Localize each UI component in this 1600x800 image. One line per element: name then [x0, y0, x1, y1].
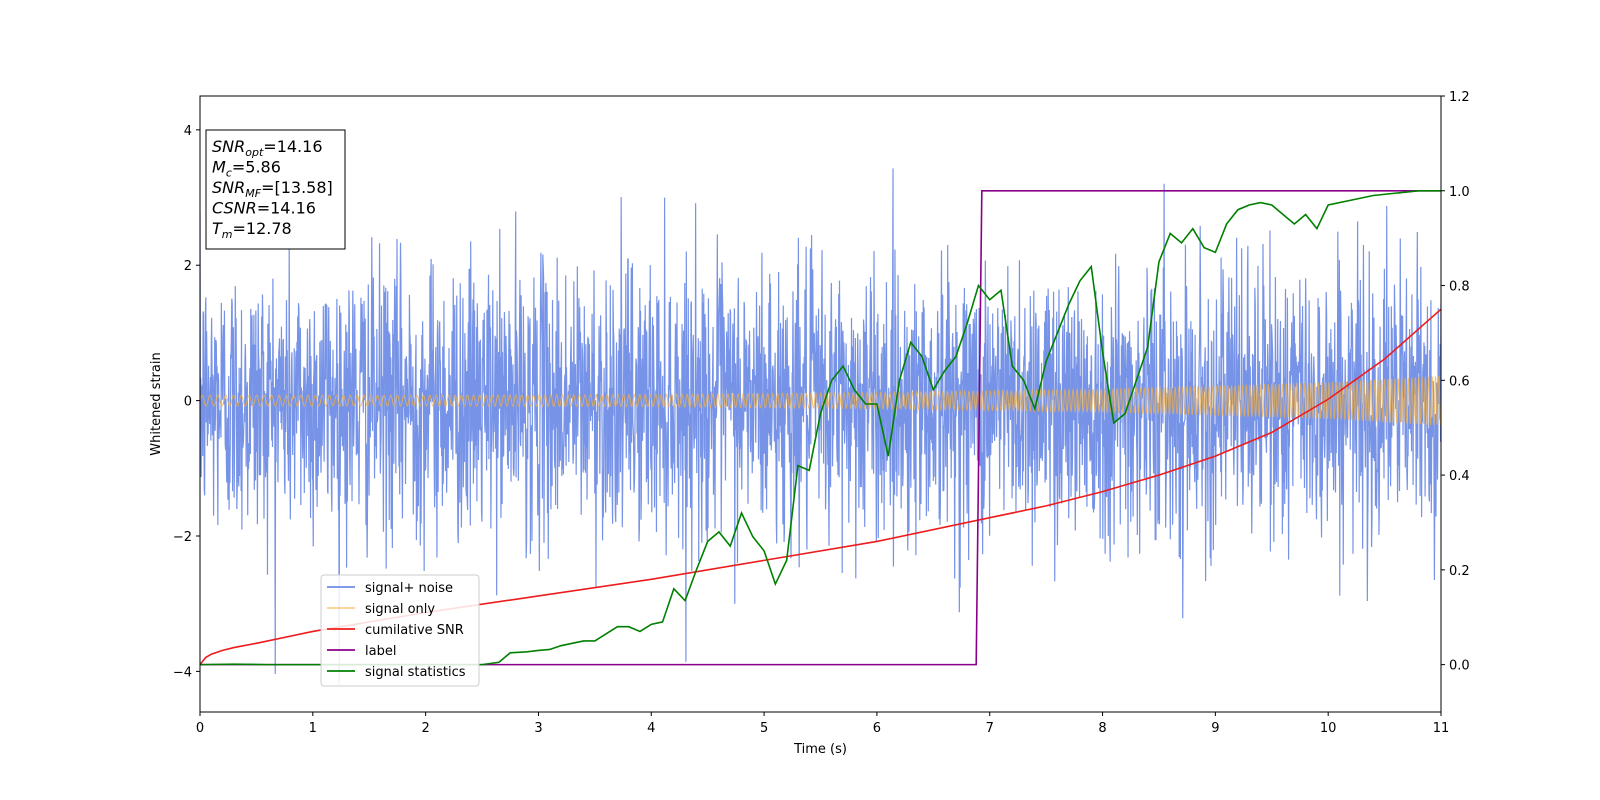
stats-box-line: Mc=5.86: [212, 158, 281, 180]
y-right-tick-label: 0.2: [1449, 564, 1470, 579]
x-tick-label: 2: [421, 721, 429, 736]
x-tick-label: 1: [309, 721, 317, 736]
legend-label: cumilative SNR: [365, 623, 464, 638]
series-signal-only-line: [200, 375, 1441, 426]
plot-frame: [199, 95, 1442, 713]
y-left-tick-label: 4: [184, 124, 192, 139]
y-right-tick-label: 1.2: [1449, 90, 1470, 105]
y-left-tick-label: 2: [184, 259, 192, 274]
x-tick-label: 7: [986, 721, 994, 736]
x-tick-label: 8: [1098, 721, 1106, 736]
legend: signal+ noise signal only cumilative SNR la…: [320, 574, 480, 687]
legend-frame: [320, 574, 480, 687]
stats-box-line: SNRMF=[13.58]: [212, 178, 333, 200]
y-left-tick-label: −4: [173, 665, 192, 680]
x-tick-label: 9: [1211, 721, 1219, 736]
stats-box-line: Tm=12.78: [212, 219, 292, 241]
x-tick-label: 10: [1320, 721, 1337, 736]
series-signal-noise-line: [200, 168, 1441, 685]
series-cumulative-snr-line: [200, 308, 1441, 666]
y-left-tick-label: 0: [184, 395, 192, 410]
legend-label: signal statistics: [365, 665, 466, 680]
legend-label: label: [365, 644, 396, 659]
x-axis-label: Time (s): [793, 742, 847, 757]
plot-area: [200, 168, 1441, 685]
y-left-tick-label: −2: [173, 530, 192, 545]
x-tick-label: 4: [647, 721, 655, 736]
series-label-line: [200, 189, 1441, 666]
x-tick-label: 11: [1433, 721, 1450, 736]
y-axis-label: Whitened strain: [149, 352, 164, 455]
series-signal-statistics-line: [200, 189, 1441, 666]
y-right-tick-label: 0.6: [1449, 374, 1470, 389]
y-right-tick-label: 0.8: [1449, 280, 1470, 295]
x-tick-label: 3: [534, 721, 542, 736]
stats-box: SNRopt=14.16Mc=5.86SNRMF=[13.58]CSNR=14.…: [205, 129, 346, 250]
legend-label: signal+ noise: [365, 581, 453, 596]
axes: 0 1 2 3 4 5 6 7 8 9 10 11 −4 −2 0 2 4 0.0 0.2 0.4 0.6 0.8 1.0 1…: [173, 90, 1470, 736]
legend-label: signal only: [365, 602, 435, 617]
stats-box-frame: [205, 129, 346, 250]
stats-box-line: SNRopt=14.16: [212, 137, 323, 159]
x-tick-label: 0: [196, 721, 204, 736]
x-tick-label: 5: [760, 721, 768, 736]
x-tick-label: 6: [873, 721, 881, 736]
y-right-tick-label: 0.0: [1449, 659, 1470, 674]
stats-box-line: CSNR=14.16: [212, 199, 316, 218]
y-right-tick-label: 1.0: [1449, 185, 1470, 200]
y-right-tick-label: 0.4: [1449, 469, 1470, 484]
